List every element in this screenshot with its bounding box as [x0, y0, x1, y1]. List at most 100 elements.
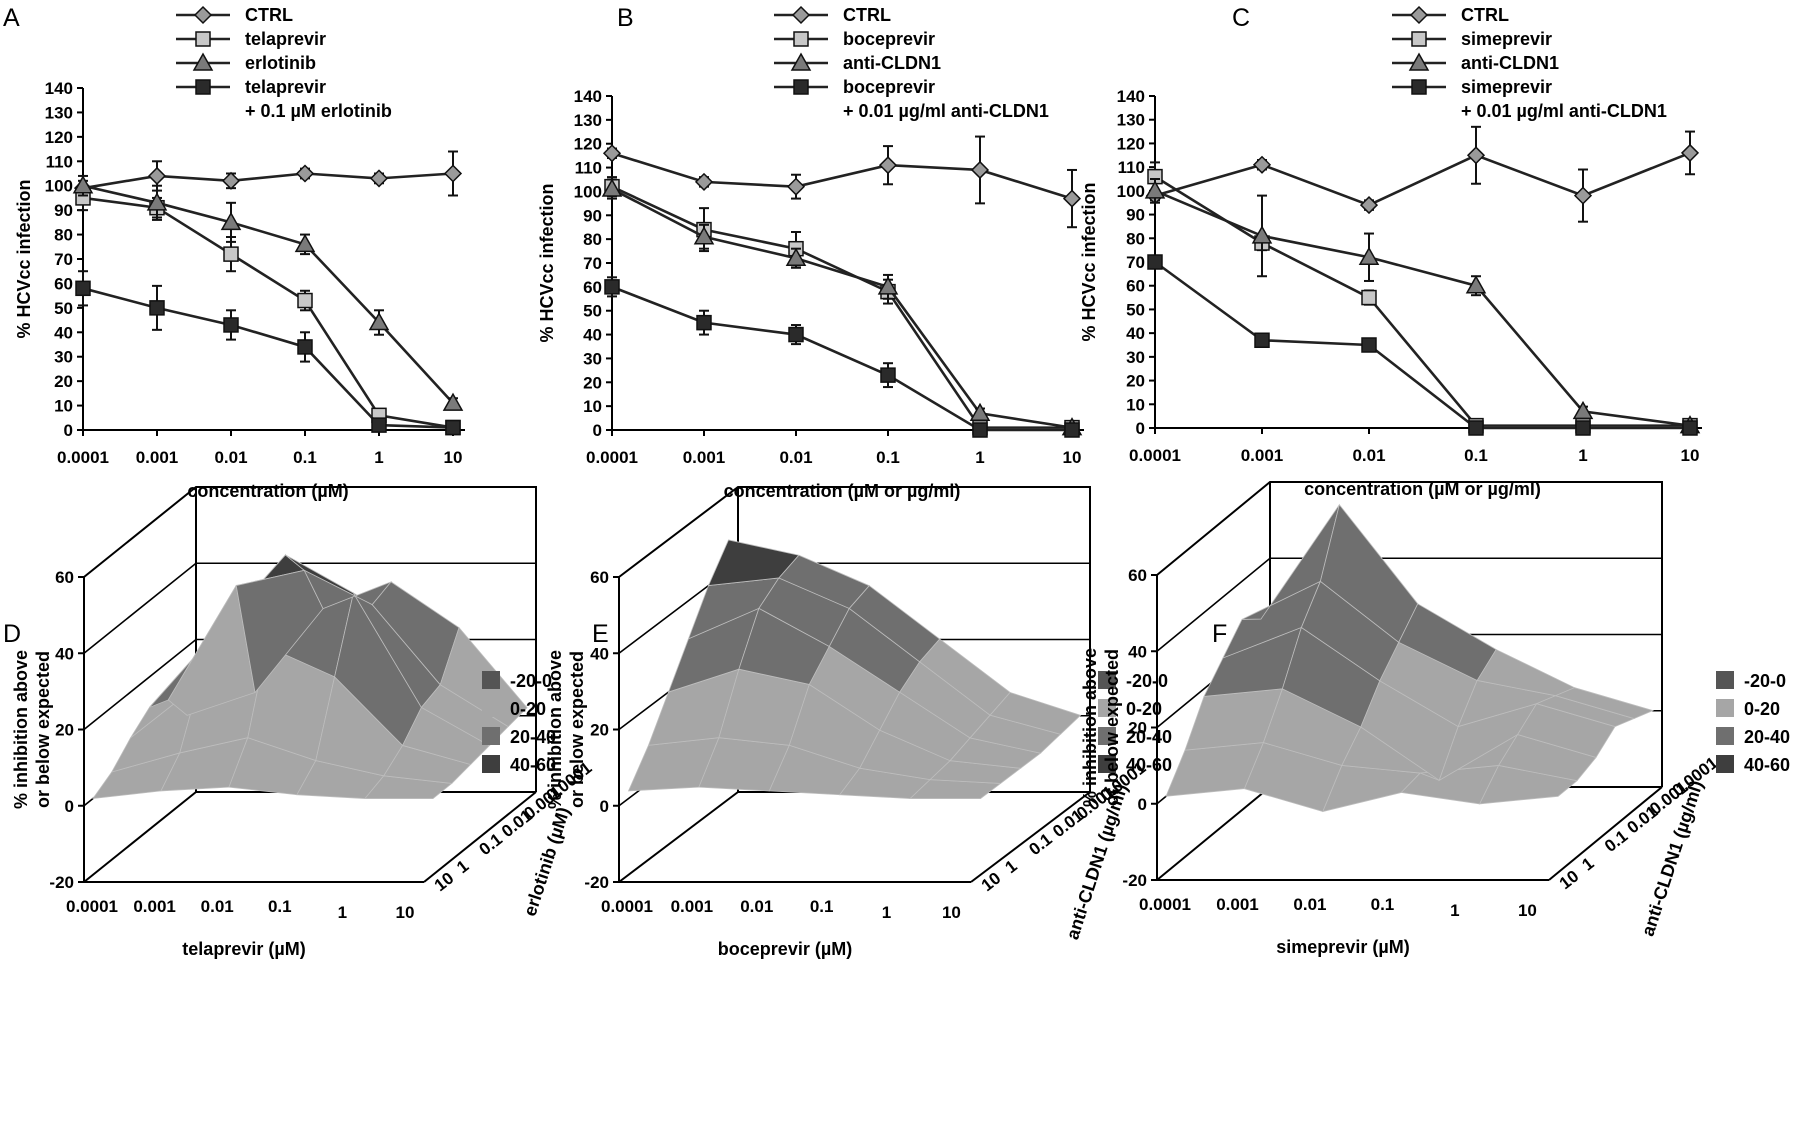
data-point — [371, 417, 387, 433]
legend-swatch — [1098, 755, 1116, 773]
legend-label: CTRL — [245, 5, 293, 25]
z-tick-label: -20 — [584, 873, 609, 892]
data-point — [877, 276, 899, 295]
data-point — [369, 169, 389, 188]
y-tick-label: 130 — [45, 103, 73, 122]
panel-c-chart: 01020304050607080901001101201301400.0001… — [1079, 5, 1702, 499]
x-tick-label: 1 — [374, 448, 383, 467]
data-point — [1147, 254, 1163, 270]
y-tick-label: 110 — [46, 152, 73, 171]
legend-label: boceprevir — [843, 29, 935, 49]
x-tick-label: 0.001 — [683, 448, 726, 467]
data-point — [1572, 400, 1594, 420]
panel-label-e: E — [592, 620, 609, 648]
y-tick-label: 80 — [1126, 229, 1145, 248]
data-point — [75, 280, 91, 297]
legend-label: 40-60 — [510, 755, 556, 775]
x-tick-label: 0.0001 — [586, 448, 638, 467]
z-tick-label: 0 — [1138, 795, 1147, 814]
legend-swatch — [482, 699, 500, 717]
data-point — [785, 247, 807, 266]
panel-label-a: A — [3, 4, 20, 32]
y-tick-label: 50 — [1126, 300, 1145, 319]
y-tick-label: 140 — [45, 79, 73, 98]
panel-c: C 01020304050607080901001101201301400.00… — [1079, 4, 1702, 499]
x-tick-label: 10 — [942, 903, 961, 922]
legend-marker — [791, 5, 811, 25]
z-tick-label: 60 — [590, 568, 609, 587]
x-tick-label: 0.1 — [1464, 446, 1488, 465]
y-tick-label: 60 — [1126, 277, 1145, 296]
x-tick-label: 0.01 — [201, 897, 234, 916]
data-point — [1144, 180, 1166, 199]
legend-swatch — [1098, 671, 1116, 689]
data-point — [880, 367, 896, 383]
y-tick-label: 110 — [575, 159, 602, 178]
y-tick-label: 50 — [583, 302, 602, 321]
data-point — [1359, 196, 1379, 215]
y-tick-label: 140 — [1117, 87, 1145, 106]
panel-label-c: C — [1232, 4, 1250, 32]
y-tick-label: 40 — [54, 323, 73, 342]
y-tick-label: 140 — [574, 87, 602, 106]
data-point — [223, 246, 239, 262]
z-axis-label: % inhibition above — [545, 650, 565, 809]
data-point — [972, 422, 988, 438]
data-point — [1468, 420, 1484, 436]
legend-marker — [1411, 31, 1427, 47]
panel-b: B 01020304050607080901001101201301400.00… — [537, 4, 1084, 501]
legend-label: -20-0 — [510, 671, 552, 691]
y-tick-label: 120 — [45, 128, 73, 147]
y-tick-label: 90 — [54, 201, 73, 220]
legend-label: boceprevir — [843, 77, 935, 97]
legend-swatch — [1098, 727, 1116, 745]
data-point — [1361, 289, 1377, 306]
data-point — [443, 164, 463, 183]
z-tick-label: 0 — [600, 797, 609, 816]
x-axis-label: concentration (µM or µg/ml) — [724, 481, 961, 501]
x-tick-label: 0.001 — [1216, 895, 1259, 914]
series-line — [1154, 175, 1690, 427]
legend-label: telaprevir — [245, 77, 326, 97]
data-point — [72, 175, 94, 194]
legend-label: anti-CLDN1 — [843, 53, 941, 73]
data-point — [295, 164, 315, 183]
legend-label: 0-20 — [510, 699, 546, 719]
x-tick-label: 0.1 — [876, 448, 900, 467]
panel-label-f: F — [1212, 620, 1227, 648]
series-line — [611, 185, 1072, 429]
z-tick-label: 40 — [55, 644, 74, 663]
z-tick-label: 60 — [1128, 566, 1147, 585]
x-tick-label: 10 — [1518, 901, 1537, 920]
x-axis-label: telaprevir (µM) — [182, 939, 305, 959]
x-tick-label: 0.01 — [779, 448, 812, 467]
data-point — [220, 211, 242, 231]
legend-label: 0-20 — [1126, 699, 1162, 719]
y-axis-line — [970, 791, 1091, 883]
panel-a-chart: 01020304050607080901001101201301400.0001… — [14, 5, 465, 501]
legend-marker — [195, 31, 211, 47]
data-point — [602, 144, 622, 163]
data-point — [1573, 186, 1593, 205]
z-tick-label: 20 — [590, 721, 609, 740]
y-tick-label: 20 — [583, 373, 602, 392]
y-axis-label: % HCVcc infection — [537, 183, 557, 342]
legend-swatch — [1716, 755, 1734, 773]
floor-side-line — [1156, 786, 1271, 881]
y-axis-label: % HCVcc infection — [1079, 182, 1099, 341]
x-tick-label: 0.001 — [671, 897, 714, 916]
z-tick-label: 20 — [55, 721, 74, 740]
z-tick-label: 20 — [1128, 719, 1147, 738]
y-tick-label: 120 — [574, 135, 602, 154]
data-point — [1254, 332, 1270, 349]
z-gridline — [83, 562, 536, 654]
y-tick-label: 20 — [54, 372, 73, 391]
surface-cell — [1554, 687, 1655, 719]
legend-marker — [793, 31, 809, 47]
x-tick-label: 0.0001 — [1139, 895, 1191, 914]
data-point — [445, 419, 461, 436]
series-line — [82, 184, 454, 405]
x-tick-label: 0.0001 — [66, 897, 118, 916]
y-axis-line — [423, 791, 537, 883]
y-tick-label: 0 — [1136, 419, 1145, 438]
